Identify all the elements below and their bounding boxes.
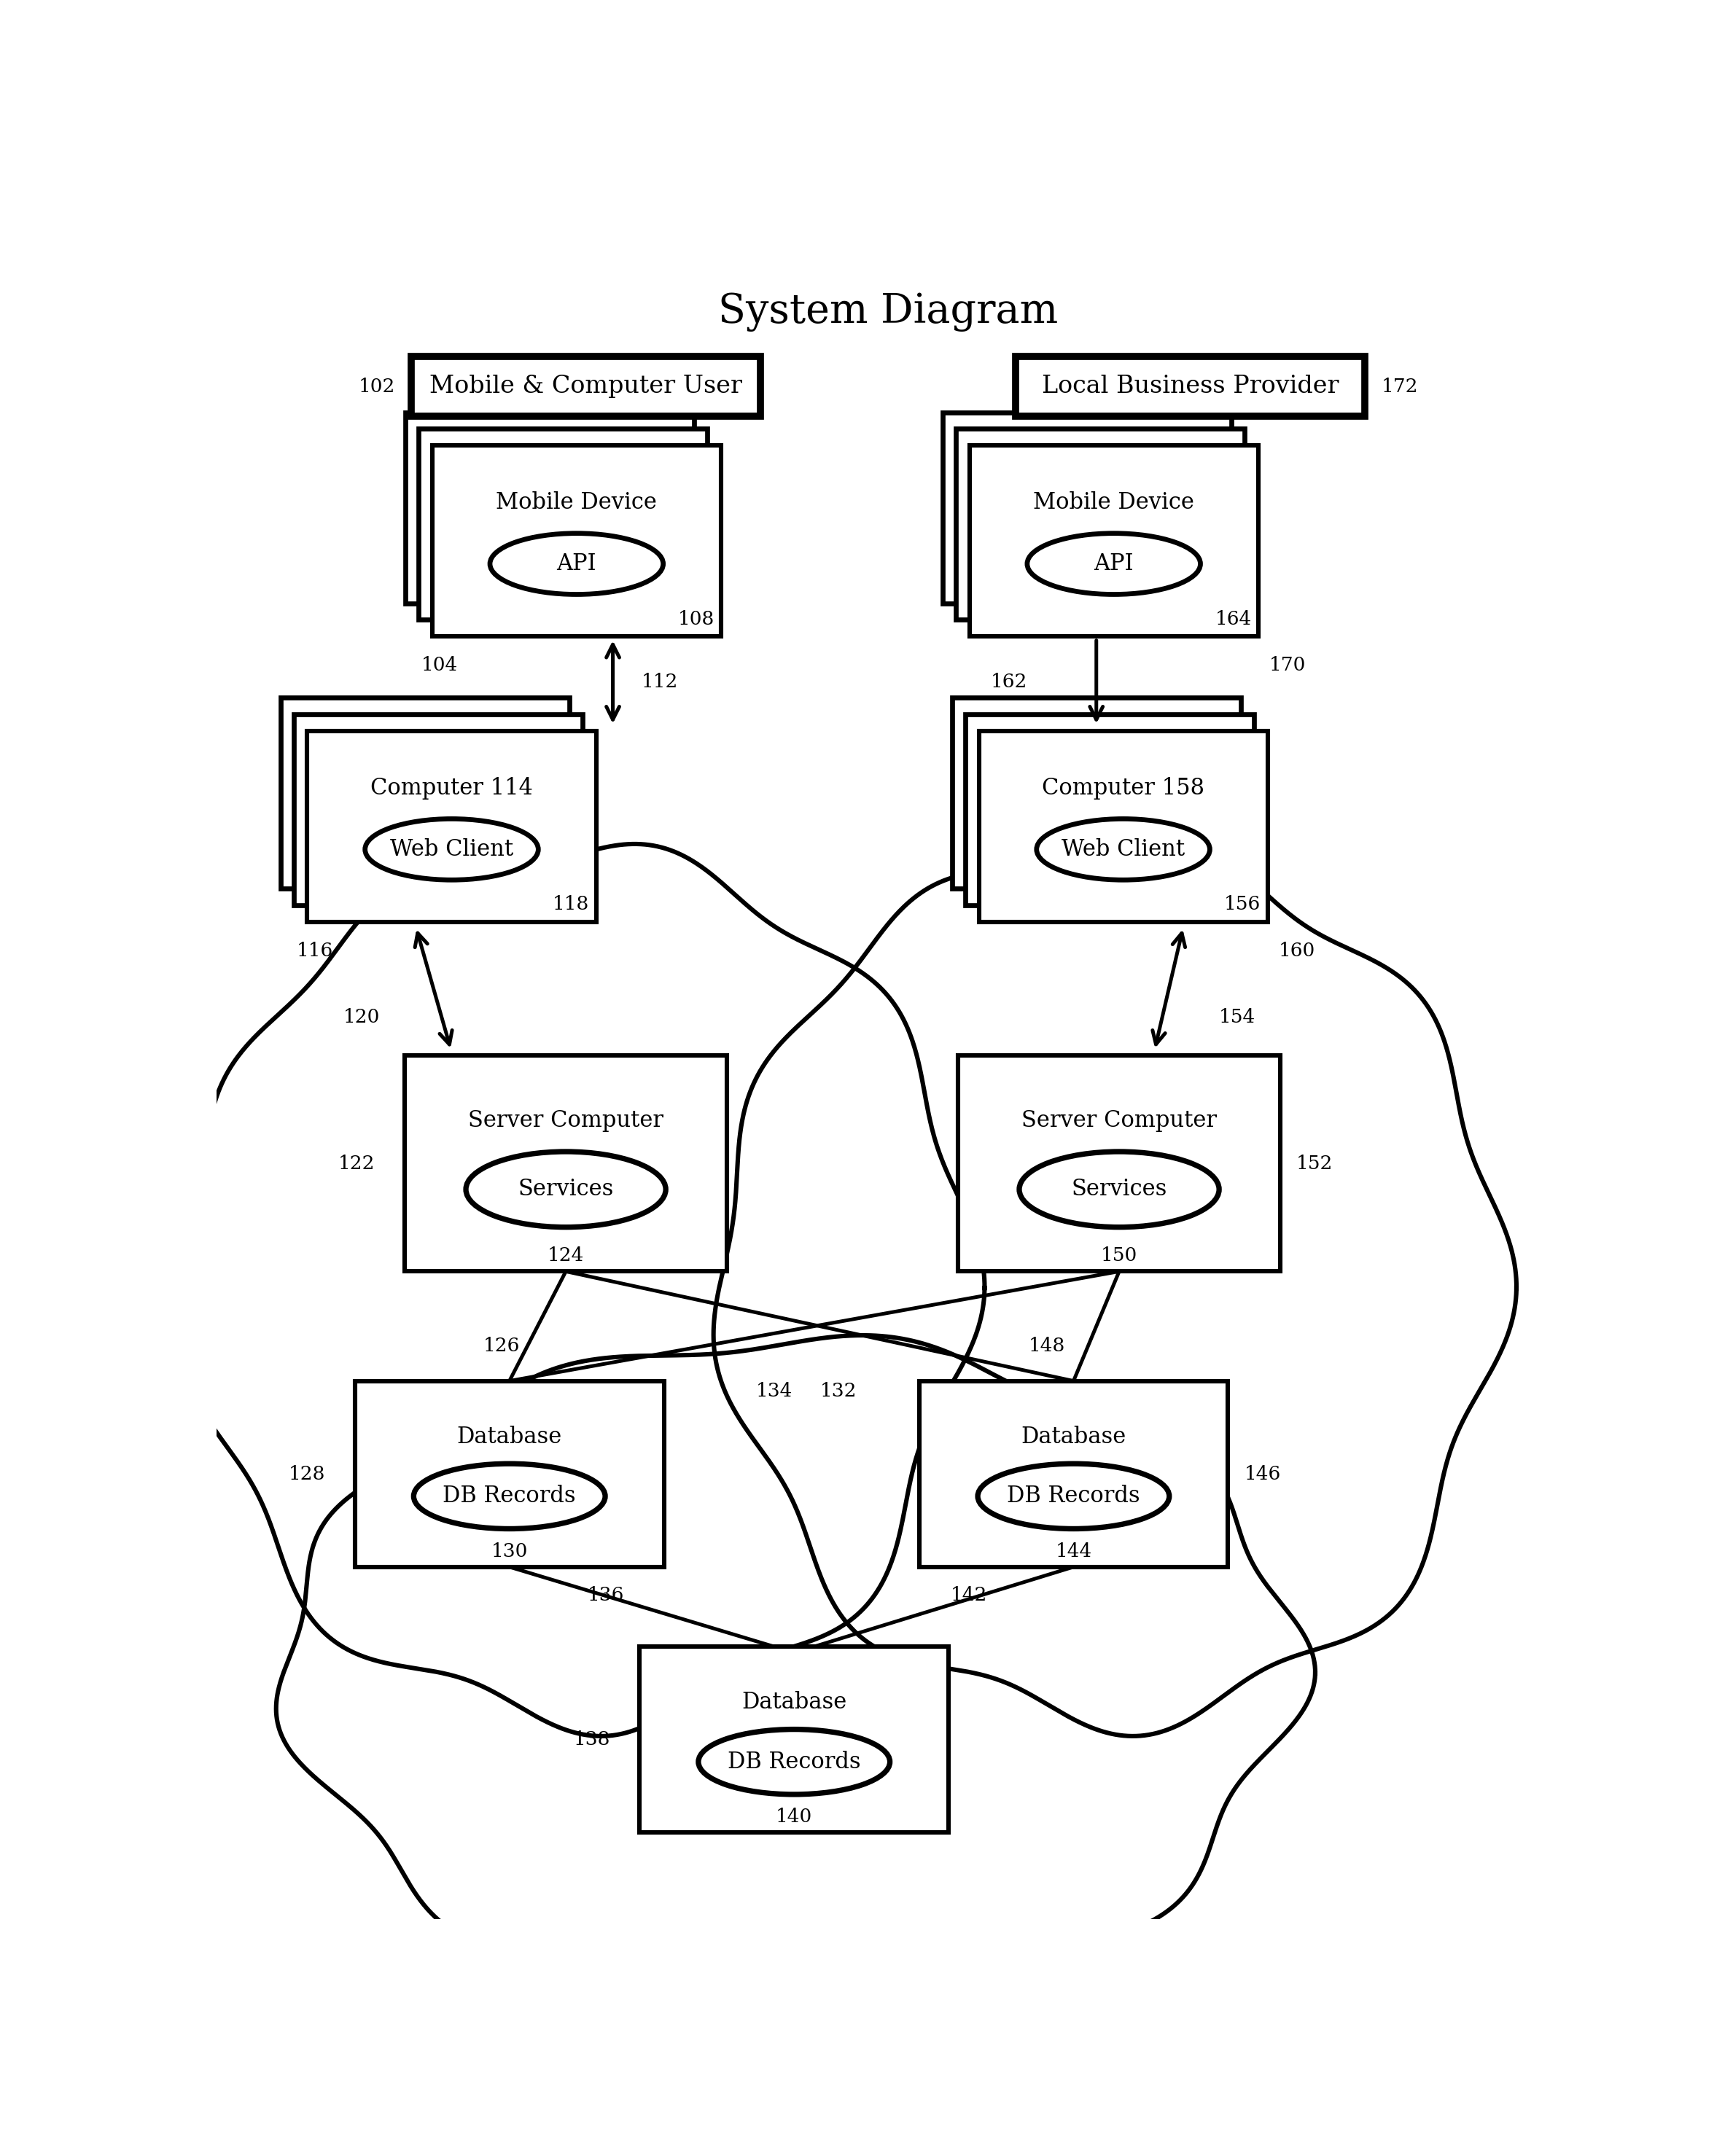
- Text: 154: 154: [1218, 1009, 1256, 1026]
- Text: 146: 146: [1244, 1464, 1281, 1483]
- Text: Computer 114: Computer 114: [371, 776, 534, 800]
- FancyBboxPatch shape: [979, 731, 1267, 923]
- Ellipse shape: [1019, 1151, 1218, 1227]
- Text: Mobile Device: Mobile Device: [496, 492, 657, 513]
- Text: DB Records: DB Records: [1007, 1485, 1140, 1507]
- Text: Database: Database: [1021, 1425, 1126, 1449]
- Text: 164: 164: [1215, 610, 1251, 627]
- FancyBboxPatch shape: [969, 446, 1258, 636]
- Ellipse shape: [466, 1151, 665, 1227]
- FancyBboxPatch shape: [957, 429, 1244, 619]
- Text: 172: 172: [1381, 377, 1418, 397]
- FancyBboxPatch shape: [432, 446, 721, 636]
- Text: 120: 120: [343, 1009, 380, 1026]
- FancyBboxPatch shape: [419, 429, 707, 619]
- Text: Database: Database: [458, 1425, 561, 1449]
- Text: 142: 142: [950, 1587, 988, 1604]
- Text: API: API: [556, 552, 596, 576]
- Text: 162: 162: [991, 673, 1028, 692]
- FancyBboxPatch shape: [295, 714, 582, 906]
- Text: 132: 132: [820, 1382, 856, 1399]
- FancyBboxPatch shape: [411, 356, 761, 416]
- Text: 118: 118: [553, 895, 589, 914]
- FancyBboxPatch shape: [281, 699, 568, 888]
- Text: 144: 144: [1055, 1542, 1092, 1561]
- Ellipse shape: [366, 819, 539, 880]
- Text: Server Computer: Server Computer: [468, 1108, 664, 1132]
- Ellipse shape: [1028, 533, 1201, 595]
- FancyBboxPatch shape: [355, 1382, 664, 1567]
- Text: API: API: [1094, 552, 1133, 576]
- Text: 128: 128: [289, 1464, 326, 1483]
- Text: Database: Database: [742, 1690, 847, 1714]
- Text: 138: 138: [574, 1731, 610, 1749]
- Text: Web Client: Web Client: [1062, 839, 1185, 860]
- Text: 104: 104: [421, 655, 458, 675]
- Text: Services: Services: [518, 1177, 613, 1201]
- Text: Web Client: Web Client: [390, 839, 513, 860]
- Text: Local Business Provider: Local Business Provider: [1042, 375, 1340, 399]
- FancyBboxPatch shape: [918, 1382, 1229, 1567]
- Text: 156: 156: [1223, 895, 1262, 914]
- FancyBboxPatch shape: [951, 699, 1241, 888]
- Text: System Diagram: System Diagram: [717, 291, 1059, 332]
- FancyBboxPatch shape: [639, 1647, 948, 1833]
- Text: DB Records: DB Records: [444, 1485, 575, 1507]
- Text: Mobile & Computer User: Mobile & Computer User: [430, 375, 742, 399]
- Text: 130: 130: [490, 1542, 529, 1561]
- FancyBboxPatch shape: [943, 412, 1232, 604]
- Text: DB Records: DB Records: [728, 1751, 861, 1772]
- Text: 152: 152: [1296, 1153, 1333, 1173]
- Text: 160: 160: [1279, 942, 1315, 959]
- Text: 136: 136: [587, 1587, 624, 1604]
- Text: 140: 140: [776, 1807, 813, 1826]
- Text: 102: 102: [359, 377, 395, 397]
- Text: Server Computer: Server Computer: [1021, 1108, 1217, 1132]
- FancyBboxPatch shape: [1016, 356, 1366, 416]
- Polygon shape: [714, 843, 1516, 1736]
- Text: 108: 108: [678, 610, 714, 627]
- Polygon shape: [182, 843, 984, 1736]
- Ellipse shape: [977, 1464, 1170, 1529]
- Text: 116: 116: [296, 942, 333, 959]
- Text: 134: 134: [756, 1382, 792, 1399]
- Text: 124: 124: [548, 1246, 584, 1266]
- Polygon shape: [276, 1335, 1315, 2014]
- Ellipse shape: [1036, 819, 1210, 880]
- Ellipse shape: [698, 1729, 891, 1794]
- Text: 122: 122: [338, 1153, 374, 1173]
- FancyBboxPatch shape: [965, 714, 1255, 906]
- Ellipse shape: [490, 533, 664, 595]
- FancyBboxPatch shape: [406, 412, 695, 604]
- Text: Mobile Device: Mobile Device: [1033, 492, 1194, 513]
- Text: 148: 148: [1028, 1337, 1066, 1356]
- FancyBboxPatch shape: [406, 1056, 728, 1272]
- Text: 126: 126: [484, 1337, 520, 1356]
- Text: Computer 158: Computer 158: [1042, 776, 1204, 800]
- Text: Services: Services: [1071, 1177, 1166, 1201]
- FancyBboxPatch shape: [958, 1056, 1281, 1272]
- FancyBboxPatch shape: [307, 731, 596, 923]
- Ellipse shape: [414, 1464, 605, 1529]
- Text: 112: 112: [641, 673, 678, 692]
- Text: 170: 170: [1269, 655, 1305, 675]
- Text: 150: 150: [1100, 1246, 1137, 1266]
